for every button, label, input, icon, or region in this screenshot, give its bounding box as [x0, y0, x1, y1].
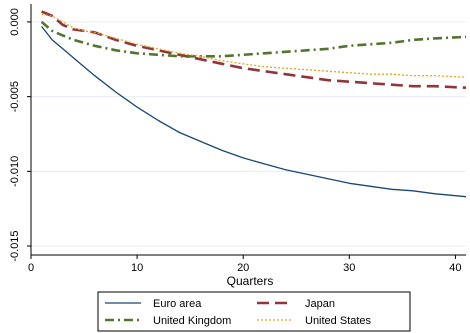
x-tick-label: 0 [28, 262, 34, 274]
legend-label-japan: Japan [305, 298, 335, 310]
grid-lines [31, 21, 466, 247]
tick-labels: 0.000 -0.005 -0.010 -0.015 0 10 20 30 40 [9, 8, 462, 274]
series-layer [40, 10, 467, 198]
legend-label-united-kingdom: United Kingdom [153, 315, 231, 327]
x-tick-label: 20 [237, 262, 249, 274]
x-axis-label: Quarters [227, 274, 274, 288]
series-line-japan [41, 10, 467, 89]
y-tick-label: -0.010 [9, 156, 21, 187]
x-tick-label: 10 [131, 262, 143, 274]
axes [27, 4, 466, 259]
legend-label-united-states: United States [305, 315, 372, 327]
legend-label-euro-area: Euro area [153, 298, 202, 310]
x-tick-label: 40 [449, 262, 461, 274]
legend: Euro area Japan United Kingdom United State… [97, 291, 411, 332]
series-line-united-kingdom [40, 20, 467, 58]
legend-box [97, 291, 411, 332]
x-tick-label: 30 [343, 262, 355, 274]
series-line-euro-area [41, 25, 467, 198]
y-tick-label: -0.015 [9, 230, 21, 261]
y-tick-label: 0.000 [9, 8, 21, 36]
y-tick-label: -0.005 [9, 81, 21, 112]
